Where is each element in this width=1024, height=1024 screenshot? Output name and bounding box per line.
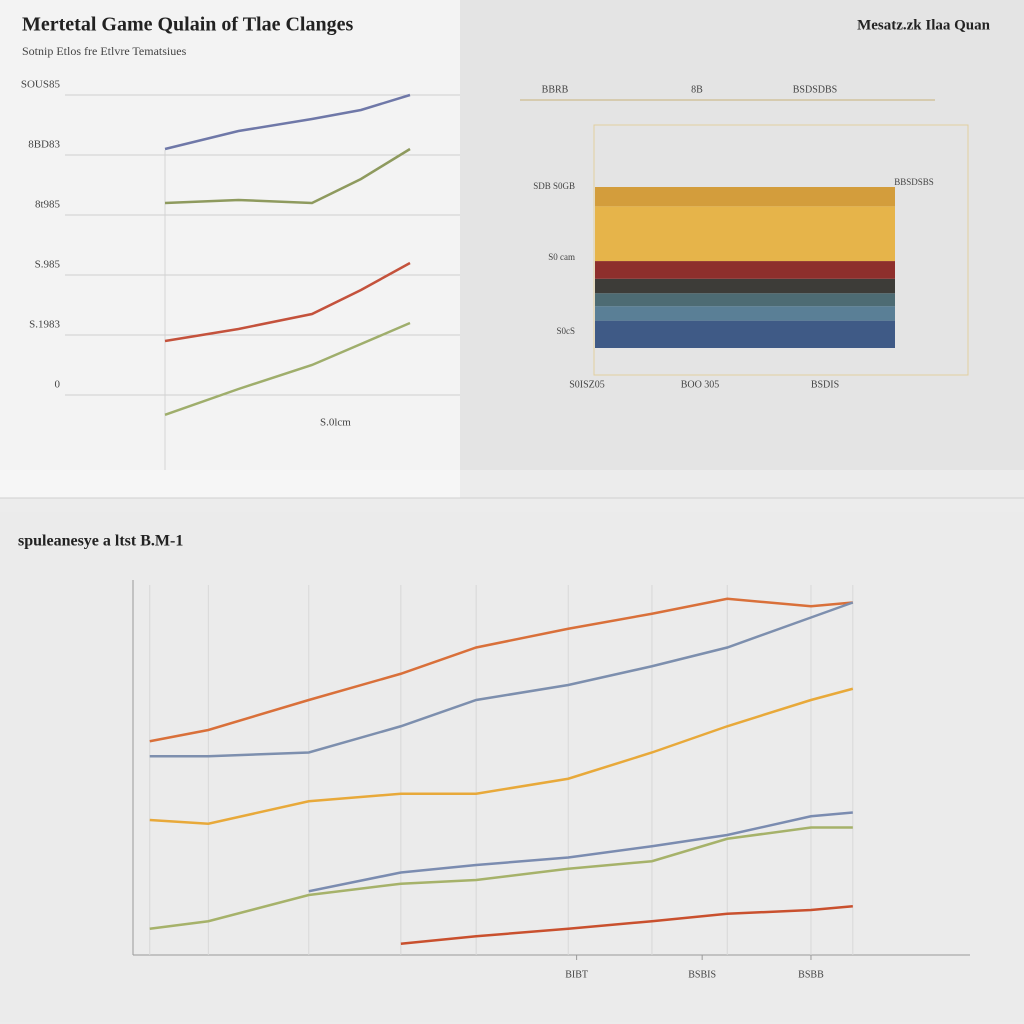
panel	[0, 512, 1024, 1022]
y-tick-label: S0 cam	[548, 252, 575, 262]
x-tick-label: BIBT	[565, 969, 588, 980]
series-line	[149, 826, 853, 930]
bar-segment	[595, 206, 895, 262]
chart-title: spuleanesye a ltst B.M-1	[18, 533, 183, 550]
y-tick-label: S.1983	[29, 319, 60, 331]
series-line	[164, 261, 411, 343]
series-line	[149, 597, 853, 743]
series-line	[164, 147, 411, 205]
x-tick-label: BSBIS	[688, 969, 716, 980]
header-label: 8B	[691, 84, 703, 95]
y-tick-label: 0	[55, 379, 61, 391]
series-line	[149, 687, 854, 826]
y-tick-label: 8BD83	[28, 139, 60, 151]
x-tick-label: BOO 305	[681, 379, 720, 390]
bar-segment	[595, 261, 895, 279]
header-label: BBRB	[542, 84, 569, 95]
y-tick-label: S.985	[35, 259, 61, 271]
bar-segment	[595, 187, 895, 207]
y-tick-label: SDB S0GB	[533, 181, 575, 191]
series-line	[400, 905, 853, 945]
series-line	[164, 321, 411, 416]
y-tick-label: 8t985	[35, 199, 61, 211]
header-label: BSDSDBS	[793, 84, 837, 95]
chart-subtitle: Sotnip Etlos fre Etlvre Tematsiues	[22, 44, 187, 58]
x-tick-label: S0ISZ05	[569, 379, 605, 390]
bar-segment	[595, 278, 895, 294]
x-axis-label: S.0lcm	[320, 417, 351, 429]
panel	[0, 470, 460, 498]
annotation: BBSDSBS	[894, 177, 934, 187]
x-tick-label: BSDIS	[811, 379, 839, 390]
series-line	[164, 93, 411, 151]
chart-title: Mertetal Game Qulain of Tlae Clanges	[22, 14, 353, 36]
chart-title: Mesatz.zk Ilaa Quan	[857, 17, 991, 33]
bar-segment	[595, 293, 895, 307]
series-line	[149, 601, 854, 758]
y-tick-label: SOUS85	[21, 79, 61, 91]
y-tick-label: S0cS	[556, 326, 575, 336]
x-tick-label: BSBB	[798, 969, 824, 980]
bar-segment	[595, 306, 895, 321]
plot-frame	[593, 124, 969, 376]
bar-segment	[595, 320, 895, 348]
series-line	[308, 811, 853, 893]
panel	[0, 0, 460, 470]
